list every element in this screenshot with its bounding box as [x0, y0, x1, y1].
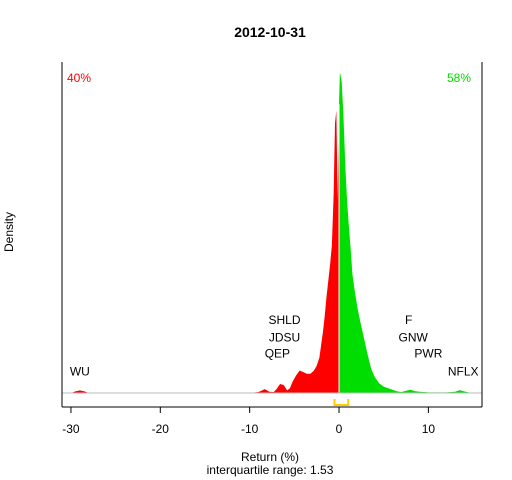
iqr-bracket — [333, 399, 350, 406]
iqr-subtitle: interquartile range: 1.53 — [207, 463, 334, 477]
positive-return-area — [339, 72, 482, 393]
annotation-label: F — [405, 313, 412, 327]
x-tick-label: -30 — [62, 422, 80, 436]
annotation-label: PWR — [414, 347, 442, 361]
ticker-annotations: WU QEP JDSU SHLD F GNW PWR NFLX — [70, 313, 479, 378]
chart-title: 2012-10-31 — [234, 24, 306, 40]
x-tick-label: -20 — [152, 422, 170, 436]
y-axis-label: Density — [2, 212, 16, 252]
negative-return-area — [70, 104, 340, 393]
x-tick-label: 0 — [336, 422, 343, 436]
x-axis-label: Return (%) — [241, 450, 299, 464]
annotation-label: WU — [70, 364, 90, 378]
negative-share-label: 40% — [67, 71, 91, 85]
annotation-label: NFLX — [448, 364, 479, 378]
x-tick-label: 10 — [422, 422, 436, 436]
annotation-label: SHLD — [269, 313, 301, 327]
x-axis: -30 -20 -10 0 10 — [61, 62, 483, 436]
x-tick-label: -10 — [241, 422, 259, 436]
annotation-label: JDSU — [269, 331, 300, 345]
positive-share-label: 58% — [447, 71, 471, 85]
density-area — [70, 72, 482, 393]
annotation-label: QEP — [265, 347, 290, 361]
annotation-label: GNW — [399, 331, 429, 345]
